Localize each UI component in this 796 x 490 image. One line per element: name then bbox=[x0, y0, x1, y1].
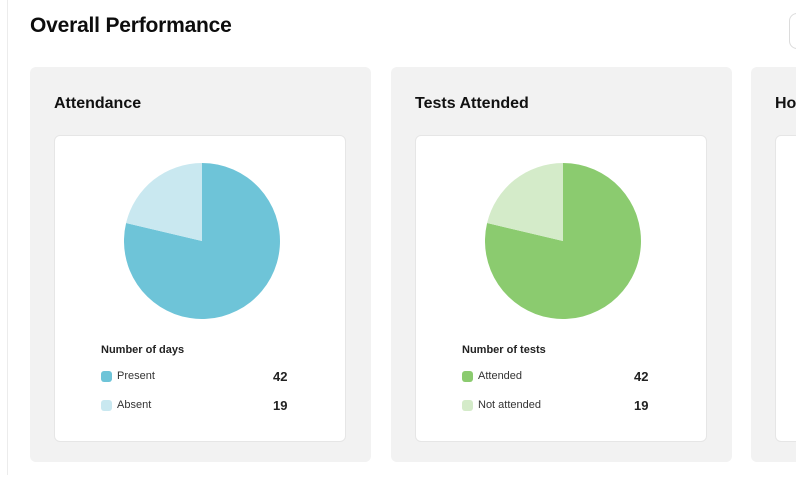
legend-label: Absent bbox=[117, 399, 152, 411]
attendance-card-title: Attendance bbox=[54, 95, 142, 112]
tests-attended-card: Tests Attended Number of tests Attended … bbox=[391, 67, 732, 462]
pie-slice-not-attended[interactable] bbox=[487, 163, 563, 241]
tests-chart-container: Number of tests Attended 42 Not attended… bbox=[415, 135, 707, 442]
legend-value: 19 bbox=[634, 397, 649, 413]
attended-swatch bbox=[462, 370, 473, 382]
legend-value: 42 bbox=[273, 368, 288, 384]
header-action-button[interactable] bbox=[789, 13, 796, 49]
legend-title: Number of tests bbox=[462, 344, 546, 356]
attendance-pie-chart bbox=[124, 163, 280, 319]
page-title: Overall Performance bbox=[30, 14, 232, 37]
absent-swatch bbox=[101, 399, 112, 411]
legend-value: 19 bbox=[273, 397, 288, 413]
legend-item-present: Present 42 bbox=[101, 368, 297, 384]
attendance-card: Attendance Number of days Present 42 Abs… bbox=[30, 67, 371, 462]
legend-title: Number of days bbox=[101, 344, 185, 356]
legend-label: Present bbox=[117, 370, 155, 382]
pie-slice-attended[interactable] bbox=[485, 163, 641, 319]
third-card-title: Ho bbox=[775, 95, 796, 112]
present-swatch bbox=[101, 370, 112, 382]
not-attended-swatch bbox=[462, 399, 473, 411]
tests-pie-chart bbox=[485, 163, 641, 319]
legend-value: 42 bbox=[634, 368, 649, 384]
third-card: Ho bbox=[751, 67, 796, 462]
third-chart-container bbox=[775, 135, 796, 442]
attendance-chart-container: Number of days Present 42 Absent 19 bbox=[54, 135, 346, 442]
tests-attended-card-title: Tests Attended bbox=[415, 95, 529, 112]
legend-label: Attended bbox=[478, 370, 523, 382]
legend-label: Not attended bbox=[478, 399, 541, 411]
legend-item-attended: Attended 42 bbox=[462, 368, 658, 384]
pie-slice-absent[interactable] bbox=[126, 163, 202, 241]
legend-item-absent: Absent 19 bbox=[101, 397, 297, 413]
page-divider bbox=[7, 0, 8, 475]
legend-item-not-attended: Not attended 19 bbox=[462, 397, 658, 413]
pie-slice-present[interactable] bbox=[124, 163, 280, 319]
